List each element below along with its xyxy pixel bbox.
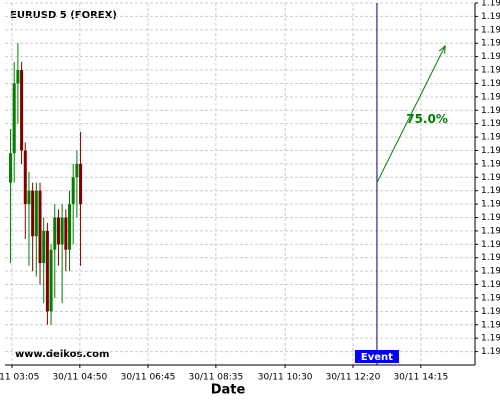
x-axis-label: Date [211,383,246,398]
y-tick-label: 1.1966 [481,253,500,263]
candle-body [45,230,49,312]
candle-body [34,190,38,237]
y-tick-label: 1.1973 [481,79,500,89]
candle-body [27,190,31,205]
chart-title: EURUSD 5 (FOREX) [10,10,117,21]
y-tick-label: 1.1972 [481,92,500,102]
candle-body [49,249,53,312]
candle-body [9,153,13,183]
candle-body [38,190,42,264]
y-tick-label: 1.1969 [481,186,500,196]
candle-body [53,217,57,250]
y-tick-label: 1.1965 [481,293,500,303]
y-tick-label: 1.1967 [481,226,500,236]
y-tick-label: 1.1973 [481,66,500,76]
event-badge [354,350,399,363]
y-tick-label: 1.1964 [481,320,500,330]
candle-body [16,70,20,84]
y-tick-label: 1.1963 [481,347,500,357]
x-tick-label: 30/11 03:05 [0,373,39,383]
y-tick-label: 1.1975 [481,12,500,22]
y-tick-label: 1.1968 [481,213,500,223]
arrow-head [438,44,446,54]
y-tick-label: 1.1969 [481,173,500,183]
x-tick-label: 30/11 04:50 [52,373,107,383]
y-tick-label: 1.1964 [481,307,500,317]
x-tick-label: 30/11 12:20 [326,373,381,383]
forecast-arrow [376,45,446,183]
y-tick-label: 1.1974 [481,52,500,62]
forecast-value: 75.0% [406,112,448,126]
candle-body [75,163,79,178]
candle-body [23,150,27,205]
y-tick-label: 1.1976 [481,0,500,9]
candle-body [20,70,24,151]
candle-body [71,177,75,205]
y-tick-label: 1.1967 [481,240,500,250]
y-tick-label: 1.1974 [481,39,500,49]
y-tick-label: 1.1975 [481,25,500,35]
y-tick-label: 1.1970 [481,146,500,156]
y-tick-label: 1.1963 [481,334,500,344]
y-tick-label: 1.1970 [481,159,500,169]
y-tick-label: 1.1972 [481,106,500,116]
x-tick-label: 30/11 14:15 [393,373,448,383]
x-tick-label: 30/11 10:30 [258,373,313,383]
candle-body [64,217,68,250]
event-label: Event [361,352,393,363]
watermark: www.delkos.com [15,349,109,360]
candle-body [60,217,64,245]
candle-body [12,83,16,154]
candle-body [56,217,60,245]
candle-body [68,204,72,250]
y-tick-label: 1.1965 [481,280,500,290]
y-tick-label: 1.1966 [481,267,500,277]
x-tick-label: 30/11 06:45 [121,373,176,383]
candle-body [79,163,83,205]
y-tick-label: 1.1971 [481,119,500,129]
y-tick-label: 1.1968 [481,200,500,210]
x-tick-label: 30/11 08:35 [188,373,243,383]
candle-body [31,190,35,237]
candle-body [42,230,46,264]
y-tick-label: 1.1971 [481,133,500,143]
